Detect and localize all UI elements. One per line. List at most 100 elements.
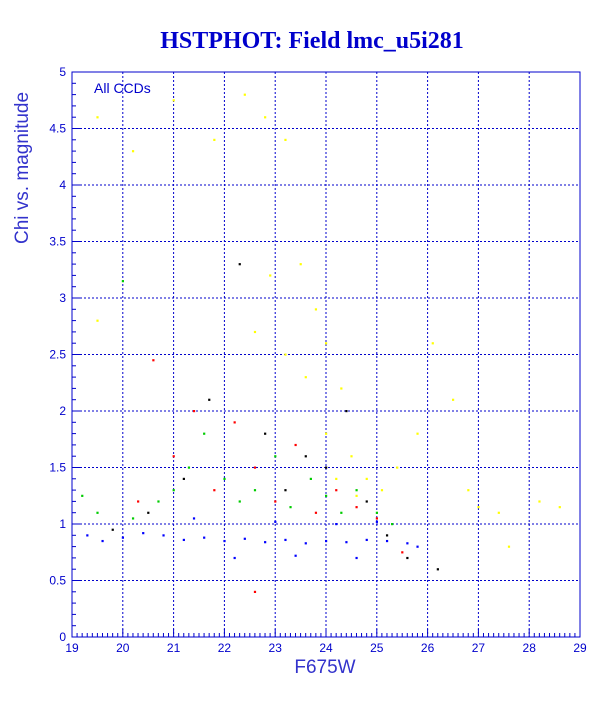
- y-tick-label: 3.5: [49, 235, 66, 249]
- data-point: [355, 556, 358, 560]
- data-point: [101, 539, 104, 543]
- data-point: [375, 511, 378, 514]
- y-tick-label: 1.5: [49, 461, 66, 475]
- x-tick-label: 29: [573, 641, 587, 655]
- data-point: [152, 359, 155, 362]
- data-point: [253, 590, 257, 593]
- data-point: [213, 489, 216, 492]
- data-point: [365, 538, 368, 542]
- data-point: [233, 421, 236, 424]
- data-point: [172, 489, 175, 492]
- data-point: [284, 353, 287, 356]
- y-tick-label: 1: [59, 517, 66, 531]
- data-point: [350, 455, 353, 458]
- data-point: [96, 116, 99, 119]
- data-point: [365, 500, 368, 503]
- data-point: [147, 511, 150, 514]
- x-tick-label: 22: [218, 641, 232, 655]
- data-point: [243, 93, 246, 96]
- data-point: [406, 556, 409, 560]
- data-point: [355, 506, 358, 509]
- y-tick-label: 4: [59, 178, 66, 192]
- data-point: [325, 539, 328, 543]
- data-point: [131, 150, 135, 153]
- data-point: [172, 99, 175, 102]
- data-point: [172, 455, 175, 458]
- data-point: [340, 511, 343, 514]
- data-point: [182, 477, 185, 480]
- x-tick-label: 26: [421, 641, 435, 655]
- data-point: [314, 511, 318, 514]
- x-tick-label: 20: [116, 641, 130, 655]
- data-point: [213, 138, 216, 141]
- data-point: [375, 520, 378, 523]
- data-point: [269, 274, 272, 277]
- grid-lines: [72, 72, 580, 637]
- data-point: [208, 398, 211, 401]
- data-point: [355, 489, 358, 492]
- data-point: [274, 520, 277, 523]
- data-point: [284, 538, 287, 542]
- data-point: [131, 517, 135, 520]
- data-point: [264, 541, 267, 544]
- data-point: [243, 537, 246, 540]
- data-point: [294, 554, 297, 557]
- data-point: [137, 500, 140, 503]
- data-point: [416, 432, 419, 435]
- y-tick-label: 3: [59, 291, 66, 305]
- data-point: [121, 536, 124, 539]
- data-point: [345, 541, 348, 544]
- data-point: [81, 494, 84, 497]
- data-point: [264, 116, 267, 119]
- data-point: [187, 466, 191, 469]
- x-tick-label: 21: [167, 641, 181, 655]
- data-point: [96, 319, 99, 322]
- data-point: [192, 410, 196, 413]
- data-point: [284, 489, 287, 492]
- x-tick-label: 19: [65, 641, 79, 655]
- data-point: [325, 432, 328, 435]
- y-tick-label: 4.5: [49, 122, 66, 136]
- data-point: [111, 528, 114, 531]
- y-axis-label: Chi vs. magnitude: [12, 92, 33, 244]
- data-point: [467, 489, 470, 492]
- data-point: [294, 443, 297, 447]
- data-point: [253, 466, 257, 469]
- data-point: [452, 398, 455, 401]
- y-tick-label: 0: [59, 630, 66, 644]
- data-points: [81, 93, 561, 593]
- data-point: [299, 263, 302, 266]
- data-point: [325, 342, 328, 345]
- chart-title: HSTPHOT: Field lmc_u5i281: [160, 28, 464, 54]
- data-point: [538, 500, 541, 503]
- data-point: [162, 534, 165, 537]
- data-point: [335, 523, 338, 526]
- data-point: [264, 432, 267, 435]
- data-point: [157, 500, 160, 503]
- data-point: [289, 506, 292, 509]
- data-point: [477, 506, 480, 509]
- data-point: [325, 466, 328, 469]
- x-tick-label: 24: [319, 641, 333, 655]
- data-point: [431, 342, 434, 345]
- data-point: [223, 477, 226, 480]
- data-point: [309, 477, 312, 480]
- data-point: [416, 545, 419, 548]
- x-tick-labels: 19 20 21 22 23 24 25 26 27 28 29: [65, 641, 587, 655]
- data-point: [401, 551, 404, 554]
- data-point: [497, 511, 500, 514]
- data-point: [507, 545, 511, 548]
- tick-marks: [71, 71, 581, 638]
- data-point: [203, 536, 206, 539]
- data-point: [365, 477, 368, 480]
- data-point: [274, 500, 277, 503]
- data-point: [253, 330, 257, 334]
- data-point: [335, 477, 338, 480]
- data-point: [375, 517, 378, 520]
- data-point: [406, 542, 409, 545]
- data-point: [238, 500, 241, 503]
- data-point: [233, 556, 236, 560]
- data-point: [335, 489, 338, 492]
- x-axis-label: F675W: [294, 657, 355, 678]
- data-point: [284, 138, 287, 141]
